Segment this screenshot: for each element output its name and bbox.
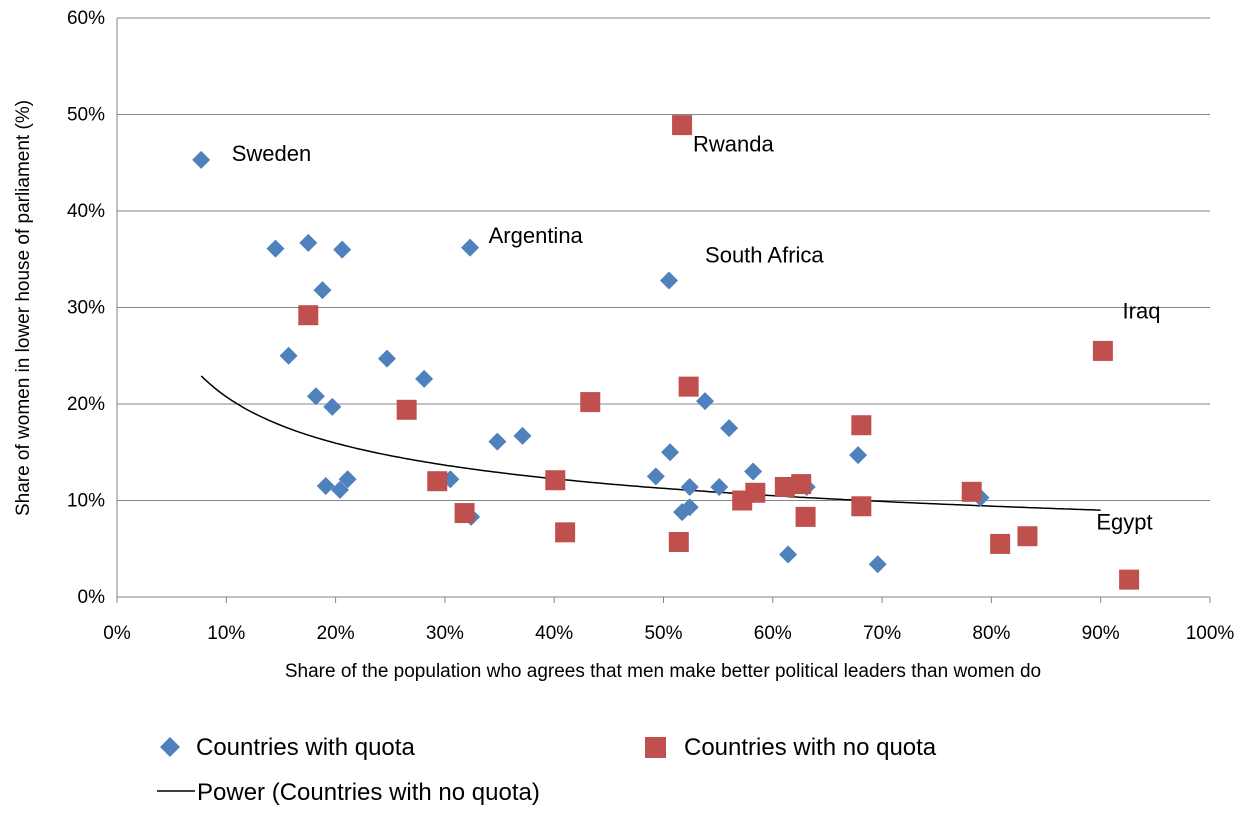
quota-point xyxy=(720,419,739,438)
quota-point xyxy=(330,480,349,499)
quota-point xyxy=(868,555,887,574)
quota-point xyxy=(779,545,798,564)
y-tick-label: 40% xyxy=(67,201,105,222)
x-tick-label: 10% xyxy=(207,623,245,644)
quota-point xyxy=(415,369,434,388)
trendline xyxy=(200,375,1101,511)
x-tick-label: 20% xyxy=(317,623,355,644)
x-tick-label: 0% xyxy=(103,623,131,644)
x-tick-label: 60% xyxy=(754,623,792,644)
annotation-label: Rwanda xyxy=(693,131,774,156)
legend-item-no-quota[interactable]: Countries with no quota xyxy=(645,734,937,761)
y-axis-title: Share of women in lower house of parliam… xyxy=(13,100,34,516)
no-quota-point xyxy=(427,471,448,492)
quota-point xyxy=(646,467,665,486)
x-axis-title: Share of the population who agrees that … xyxy=(285,661,1041,682)
no-quota-point xyxy=(555,522,576,543)
no-quota-point xyxy=(774,476,795,497)
annotation-label: Egypt xyxy=(1096,510,1152,535)
x-tick-label: 30% xyxy=(426,623,464,644)
no-quota-point xyxy=(851,415,872,436)
quota-point xyxy=(338,470,357,489)
legend-no-quota-label: Countries with no quota xyxy=(684,734,937,761)
annotation-label: Iraq xyxy=(1123,298,1161,323)
data-points xyxy=(192,115,1140,590)
legend-no-quota-marker-icon xyxy=(645,737,666,758)
legend-item-trend[interactable]: Power (Countries with no quota) xyxy=(157,779,540,806)
x-tick-labels: 0% 10% 20% 30% 40% 50% 60% 70% 80% 90% 100% xyxy=(103,623,1234,644)
quota-point xyxy=(744,462,763,481)
y-tick-label: 30% xyxy=(67,298,105,319)
legend-item-quota[interactable]: Countries with quota xyxy=(160,734,415,761)
y-tick-label: 50% xyxy=(67,105,105,126)
y-tick-label: 10% xyxy=(67,491,105,512)
legend-quota-marker-icon xyxy=(160,737,180,757)
no-quota-point xyxy=(745,482,766,503)
quota-point xyxy=(461,238,480,257)
x-tick-label: 80% xyxy=(972,623,1010,644)
legend-quota-label: Countries with quota xyxy=(196,734,415,761)
no-quota-point xyxy=(990,533,1011,554)
no-quota-point xyxy=(1017,526,1038,547)
y-tick-labels: 0% 10% 20% 30% 40% 50% 60% xyxy=(67,8,105,608)
quota-point xyxy=(333,240,352,259)
no-quota-point xyxy=(961,481,982,502)
no-quota-point xyxy=(396,399,417,420)
quota-point xyxy=(316,477,335,496)
y-tick-label: 60% xyxy=(67,8,105,29)
no-quota-point xyxy=(668,531,689,552)
quota-point xyxy=(306,387,325,406)
quota-point xyxy=(513,426,532,445)
quota-point xyxy=(488,432,507,451)
no-quota-point xyxy=(678,376,699,397)
quota-point xyxy=(377,349,396,368)
no-quota-point xyxy=(545,470,566,491)
y-tick-label: 0% xyxy=(78,587,106,608)
no-quota-point xyxy=(672,115,693,136)
no-quota-point xyxy=(791,474,812,495)
quota-point xyxy=(680,498,699,517)
gridlines xyxy=(116,17,1211,603)
quota-point xyxy=(313,281,332,300)
y-tick-label: 20% xyxy=(67,394,105,415)
quota-point xyxy=(266,239,285,258)
quota-point xyxy=(680,477,699,496)
annotations: Sweden Rwanda Argentina South Africa Iraq Egy… xyxy=(232,131,1161,534)
trendline-group xyxy=(200,375,1101,511)
no-quota-point xyxy=(1119,569,1140,590)
no-quota-point xyxy=(298,305,319,326)
no-quota-point xyxy=(454,503,475,524)
no-quota-point xyxy=(795,506,816,527)
annotation-label: Argentina xyxy=(489,223,584,248)
quota-point xyxy=(323,397,342,416)
no-quota-point xyxy=(1092,340,1113,361)
quota-point xyxy=(192,150,211,169)
quota-point xyxy=(673,503,692,522)
x-tick-label: 50% xyxy=(644,623,682,644)
quota-point xyxy=(299,233,318,252)
x-tick-label: 90% xyxy=(1082,623,1120,644)
x-tick-label: 70% xyxy=(863,623,901,644)
no-quota-point xyxy=(851,496,872,517)
legend-trend-label: Power (Countries with no quota) xyxy=(197,779,540,806)
annotation-label: South Africa xyxy=(705,242,824,267)
x-tick-label: 40% xyxy=(535,623,573,644)
quota-point xyxy=(279,346,298,365)
quota-point xyxy=(849,446,868,465)
annotation-label: Sweden xyxy=(232,141,312,166)
quota-point xyxy=(710,477,729,496)
quota-point xyxy=(696,392,715,411)
x-tick-label: 100% xyxy=(1186,623,1235,644)
no-quota-point xyxy=(580,392,601,413)
legend: Countries with quota Countries with no q… xyxy=(157,734,937,806)
quota-point xyxy=(659,271,678,290)
quota-point xyxy=(661,443,680,462)
